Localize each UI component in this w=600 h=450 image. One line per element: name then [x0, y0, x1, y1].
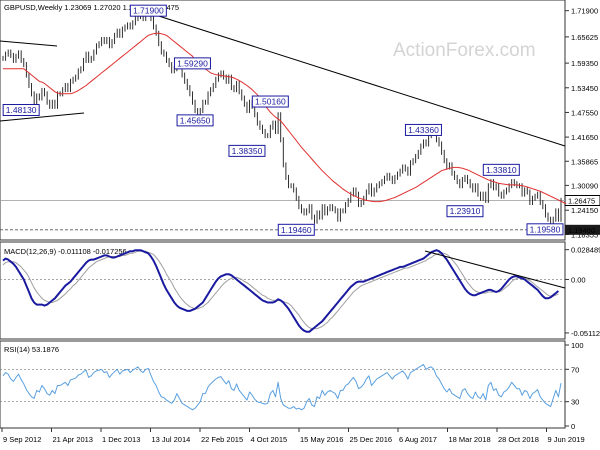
x-tick-label: 18 Mar 2018 — [449, 435, 491, 444]
price-axis: 1.71900 1.65625 1.59350 1.53450 1.47550 1.416… — [564, 7, 600, 239]
x-tick-label: 21 Apr 2013 — [53, 435, 93, 444]
rsi-header: RSI(14) 53.1876 — [4, 345, 59, 354]
macd-line — [2, 249, 560, 333]
price-annotation-label: 1.59290 — [177, 58, 208, 68]
rsi-tick-label: 100 — [571, 341, 584, 350]
price-tick-label: 1.24150 — [571, 206, 598, 215]
price-tick-label: 1.53450 — [571, 84, 598, 93]
upper-channel-line — [0, 40, 58, 47]
descending-trend-line — [139, 9, 566, 147]
rsi-layer — [0, 363, 565, 411]
last-price-label: 1.26475 — [568, 196, 595, 205]
price-annotation-box — [404, 123, 442, 136]
price-annotation-label: 1.19460 — [281, 225, 312, 235]
price-tick-label: 1.41650 — [571, 133, 598, 142]
price-annotation-box — [129, 4, 167, 17]
macd-axis: 0.028489 0.00 -0.051125 — [565, 246, 600, 338]
price-header: GBPUSD,Weekly 1.23069 1.27020 1.21862 1.… — [4, 3, 179, 12]
price-annotation-label: 1.33810 — [486, 165, 517, 175]
price-tick-label: 1.65625 — [571, 33, 598, 42]
price-tick-label: 1.18355 — [571, 230, 598, 239]
x-tick-label: 9 Sep 2012 — [3, 435, 41, 444]
price-annotation-label: 1.45650 — [180, 115, 211, 125]
x-tick-label: 15 May 2016 — [300, 435, 343, 444]
moving-average-line — [3, 32, 567, 205]
price-tick-label: 1.59350 — [571, 59, 598, 68]
x-tick-label: 9 Jun 2019 — [548, 435, 585, 444]
x-tick-label: 4 Oct 2015 — [251, 435, 288, 444]
macd-trend-line — [424, 250, 566, 289]
price-annotation-label: 1.50160 — [255, 97, 286, 107]
price-tick-label: 1.30090 — [571, 181, 598, 190]
rsi-axis: 100 70 30 0 — [565, 341, 584, 431]
x-tick-label: 25 Dec 2016 — [350, 435, 393, 444]
x-tick-label: 28 Oct 2018 — [498, 435, 539, 444]
macd-tick-label: -0.051125 — [571, 329, 600, 338]
price-annotation-label: 1.48130 — [6, 105, 37, 115]
macd-tick-label: 0.00 — [571, 275, 586, 284]
annotation-layer: 1.71900 1.59290 1.48130 1.45650 1.50160 1.383… — [2, 4, 564, 236]
price-annotation-label: 1.38350 — [232, 146, 263, 156]
rsi-tick-label: 30 — [571, 398, 579, 407]
price-annotation-box — [176, 114, 214, 127]
price-annotation-label: 1.19580 — [530, 224, 561, 234]
price-annotation-box — [482, 163, 520, 176]
price-panel-frame — [0, 0, 566, 241]
price-tick-label: 1.71900 — [571, 7, 598, 16]
price-tick-label: 1.35865 — [571, 157, 598, 166]
x-tick-label: 13 Jul 2014 — [152, 435, 191, 444]
price-tick-label: 1.47550 — [571, 108, 598, 117]
x-tick-label: 1 Dec 2013 — [102, 435, 140, 444]
rsi-line — [2, 363, 562, 411]
price-annotation-box — [2, 104, 40, 117]
macd-layer — [0, 249, 566, 333]
price-annotation-box — [446, 205, 484, 218]
support-price-label: 1.19460 — [568, 226, 595, 235]
support-price-box — [565, 224, 600, 235]
x-tick-label: 6 Aug 2017 — [399, 435, 437, 444]
x-axis: 9 Sep 2012 21 Apr 2013 1 Dec 2013 13 Jul 20… — [1, 428, 585, 444]
price-annotation-box — [526, 223, 564, 236]
price-annotation-box — [228, 144, 266, 157]
lower-channel-line — [0, 112, 85, 122]
watermark: ActionForex.com — [393, 40, 536, 61]
price-annotation-box — [277, 223, 315, 236]
macd-header: MACD(12,26,9) -0.011108 -0.017256 — [4, 247, 127, 256]
price-annotation-box — [251, 95, 289, 108]
price-annotation-label: 1.43360 — [408, 125, 439, 135]
price-annotation-label: 1.23910 — [450, 206, 481, 216]
x-tick-label: 22 Feb 2015 — [201, 435, 243, 444]
macd-panel-frame — [0, 241, 566, 340]
rsi-tick-label: 70 — [571, 365, 579, 374]
rsi-tick-label: 0 — [571, 422, 575, 431]
rsi-panel-frame — [0, 340, 566, 429]
price-annotation-box — [173, 57, 211, 70]
price-annotation-label: 1.71900 — [133, 6, 164, 16]
macd-tick-label: 0.028489 — [571, 246, 600, 255]
